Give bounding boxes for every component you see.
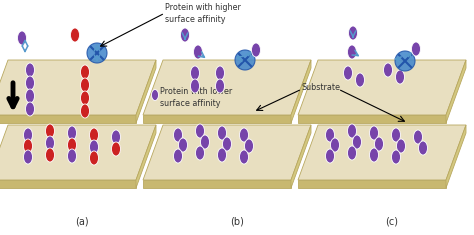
Ellipse shape	[24, 139, 33, 153]
Ellipse shape	[239, 128, 248, 142]
Polygon shape	[446, 125, 466, 188]
Ellipse shape	[90, 128, 99, 142]
Polygon shape	[291, 60, 311, 123]
Polygon shape	[298, 125, 466, 180]
Text: (c): (c)	[385, 216, 399, 226]
Ellipse shape	[383, 63, 392, 77]
Ellipse shape	[195, 124, 204, 138]
Ellipse shape	[395, 70, 404, 84]
Polygon shape	[143, 125, 311, 180]
Ellipse shape	[46, 136, 55, 150]
Ellipse shape	[173, 149, 182, 163]
Ellipse shape	[356, 73, 365, 87]
Ellipse shape	[216, 79, 225, 93]
Ellipse shape	[392, 128, 401, 142]
Ellipse shape	[67, 126, 76, 140]
Ellipse shape	[218, 126, 227, 140]
Polygon shape	[143, 180, 291, 188]
Ellipse shape	[26, 63, 35, 77]
Ellipse shape	[374, 137, 383, 151]
Polygon shape	[136, 60, 156, 123]
Ellipse shape	[152, 90, 158, 101]
Text: Protein with higher
surface affinity: Protein with higher surface affinity	[165, 3, 241, 24]
Ellipse shape	[111, 142, 120, 156]
Circle shape	[87, 43, 107, 63]
Ellipse shape	[179, 138, 188, 152]
Polygon shape	[143, 60, 311, 115]
Ellipse shape	[181, 28, 190, 42]
Ellipse shape	[67, 149, 76, 163]
Ellipse shape	[191, 66, 200, 80]
Ellipse shape	[26, 76, 35, 90]
Ellipse shape	[344, 66, 353, 80]
Ellipse shape	[370, 126, 379, 140]
Ellipse shape	[326, 149, 335, 163]
Ellipse shape	[201, 135, 210, 149]
Ellipse shape	[222, 137, 231, 151]
Ellipse shape	[46, 124, 55, 138]
Text: Protein with lower
surface affinity: Protein with lower surface affinity	[160, 87, 232, 108]
Polygon shape	[136, 125, 156, 188]
Ellipse shape	[111, 130, 120, 144]
Ellipse shape	[81, 91, 90, 105]
Polygon shape	[298, 180, 446, 188]
Ellipse shape	[411, 42, 420, 56]
Ellipse shape	[347, 45, 356, 59]
Text: (a): (a)	[75, 216, 89, 226]
Ellipse shape	[326, 128, 335, 142]
Ellipse shape	[239, 150, 248, 164]
Ellipse shape	[245, 139, 254, 153]
Polygon shape	[0, 125, 156, 180]
Ellipse shape	[252, 43, 261, 57]
Ellipse shape	[26, 102, 35, 116]
Ellipse shape	[90, 140, 99, 154]
Ellipse shape	[46, 148, 55, 162]
Polygon shape	[143, 115, 291, 123]
Ellipse shape	[90, 151, 99, 165]
Circle shape	[235, 50, 255, 70]
Ellipse shape	[347, 146, 356, 160]
Polygon shape	[291, 125, 311, 188]
Ellipse shape	[348, 26, 357, 40]
Ellipse shape	[370, 148, 379, 162]
Text: Substrate: Substrate	[302, 82, 341, 91]
Ellipse shape	[193, 45, 202, 59]
Ellipse shape	[396, 139, 405, 153]
Circle shape	[395, 51, 415, 71]
Polygon shape	[0, 115, 136, 123]
Ellipse shape	[353, 135, 362, 149]
Polygon shape	[446, 60, 466, 123]
Ellipse shape	[419, 141, 428, 155]
Ellipse shape	[413, 130, 422, 144]
Text: (b): (b)	[230, 216, 244, 226]
Polygon shape	[0, 180, 136, 188]
Polygon shape	[0, 60, 156, 115]
Ellipse shape	[24, 150, 33, 164]
Ellipse shape	[392, 150, 401, 164]
Ellipse shape	[67, 138, 76, 152]
Ellipse shape	[18, 31, 27, 45]
Ellipse shape	[71, 28, 80, 42]
Ellipse shape	[26, 89, 35, 103]
Ellipse shape	[347, 124, 356, 138]
Ellipse shape	[216, 66, 225, 80]
Ellipse shape	[81, 65, 90, 79]
Ellipse shape	[330, 138, 339, 152]
Ellipse shape	[81, 78, 90, 92]
Ellipse shape	[218, 148, 227, 162]
Polygon shape	[298, 60, 466, 115]
Ellipse shape	[173, 128, 182, 142]
Ellipse shape	[191, 79, 200, 93]
Ellipse shape	[195, 146, 204, 160]
Ellipse shape	[24, 128, 33, 142]
Ellipse shape	[81, 104, 90, 118]
Polygon shape	[298, 115, 446, 123]
